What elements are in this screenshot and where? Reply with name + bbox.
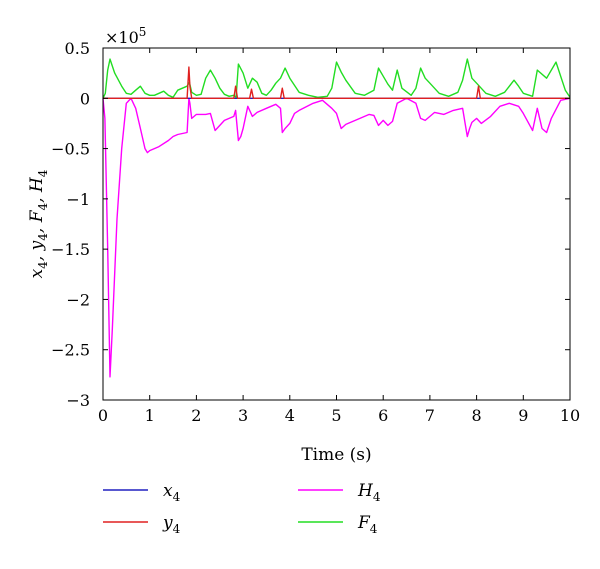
legend-item-h4: H4 [298, 481, 381, 504]
tick-group: 0 1 2 3 4 5 6 7 8 9 10 0.5 0 −0.5 −1 −1.5 −2 −2.5 −3 [51, 39, 580, 425]
x-tick-label: 9 [518, 406, 528, 425]
y-axis-label: x4, y4, F4, H4 [27, 169, 50, 278]
x-axis-label: Time (s) [301, 445, 371, 465]
x-tick-label: 6 [378, 406, 388, 425]
x-tick-label: 10 [560, 406, 580, 425]
x-tick-label: 1 [145, 406, 155, 425]
legend-label: H4 [357, 481, 381, 504]
series-line-h4 [102, 97, 571, 378]
y-tick-label: −0.5 [51, 140, 90, 159]
series-line-f4 [102, 58, 571, 99]
y-tick-label: −2 [66, 290, 90, 309]
x-tick-label: 5 [331, 406, 341, 425]
x-tick-label: 3 [238, 406, 248, 425]
y-tick-label: −2.5 [51, 341, 90, 360]
x-tick-label: 4 [285, 406, 295, 425]
plot-series-group [102, 58, 571, 378]
legend-item-f4: F4 [298, 513, 378, 536]
y-multiplier: ×105 [105, 25, 146, 47]
x-tick-label: 0 [98, 406, 108, 425]
legend-item-y4: y4 [103, 513, 181, 536]
legend-label: F4 [357, 513, 378, 536]
legend-label: x4 [163, 481, 181, 504]
y-tick-label: 0.5 [65, 39, 90, 58]
y-tick-label: 0 [80, 89, 90, 108]
y-tick-label: −3 [66, 391, 90, 410]
x-tick-label: 8 [472, 406, 482, 425]
x-tick-label: 7 [425, 406, 435, 425]
x-tick-label: 2 [191, 406, 201, 425]
series-line-y4 [103, 66, 570, 99]
y-tick-label: −1.5 [51, 240, 90, 259]
legend: x4 y4 H4 F4 [103, 481, 381, 536]
plot-frame [102, 47, 571, 401]
y-tick-label: −1 [66, 190, 90, 209]
legend-item-x4: x4 [103, 481, 181, 504]
legend-label: y4 [162, 513, 181, 536]
